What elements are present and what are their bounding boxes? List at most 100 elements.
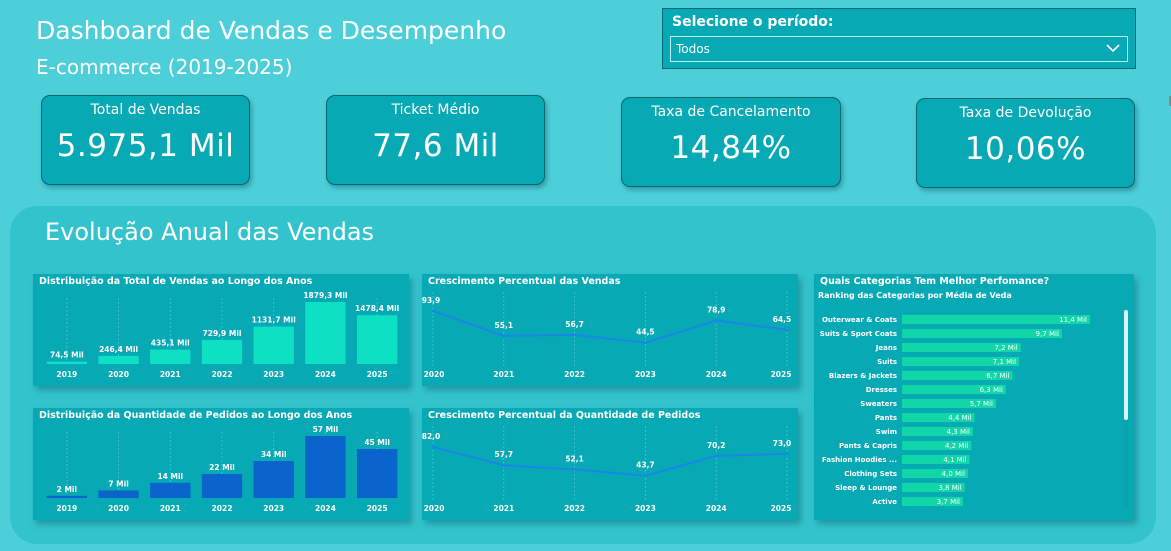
data-label: 2 Mil <box>57 485 77 494</box>
kpi-label: Total de Vendas <box>90 102 201 118</box>
bar <box>902 357 1020 366</box>
data-label: 4,2 Mil <box>945 442 968 450</box>
data-label: 7 Mil <box>108 479 128 488</box>
kpi-label: Ticket Médio <box>391 102 480 118</box>
category-label: Jeans <box>875 344 897 352</box>
category-label: Sweaters <box>860 400 897 408</box>
sales-bar-chart-panel: Distribuição da Total de Vendas ao Longo… <box>33 274 409 386</box>
data-label: 73,0 <box>773 439 792 448</box>
bar <box>902 455 970 464</box>
x-tick-label: 2023 <box>635 370 656 379</box>
sales-growth-line-chart: 93,9 2020 55,1 2021 56,7 2022 44,5 2023 78,9 2024… <box>422 292 791 379</box>
data-label: 6,3 Mil <box>980 386 1003 394</box>
chart-title: Quais Categorias Tem Melhor Perfomance? <box>820 276 1050 287</box>
bar <box>98 490 139 498</box>
x-tick-label: 2023 <box>263 370 284 379</box>
x-tick-label: 2020 <box>424 504 445 513</box>
annual-evolution-section: Evolução Anual das Vendas Distribuição d… <box>9 205 1157 545</box>
bar <box>253 461 294 498</box>
data-label: 4,0 Mil <box>942 470 965 478</box>
data-point <box>573 467 577 471</box>
data-label: 1131,7 Mil <box>252 316 296 325</box>
data-label: 3,7 Mil <box>937 498 960 506</box>
x-tick-label: 2024 <box>315 504 336 513</box>
period-dropdown[interactable]: Todos <box>670 36 1128 62</box>
kpi-ticket-medio: Ticket Médio 77,6 Mil <box>326 95 545 185</box>
data-point <box>714 319 718 323</box>
category-label: Pants <box>875 414 897 422</box>
bar <box>98 355 139 364</box>
x-tick-label: 2020 <box>424 370 445 379</box>
x-tick-label: 2024 <box>706 370 727 379</box>
bar <box>305 436 346 498</box>
data-label: 7,2 Mil <box>994 344 1017 352</box>
x-tick-label: 2022 <box>212 504 233 513</box>
data-label: 246,4 Mil <box>99 345 138 354</box>
bar <box>902 497 964 506</box>
chart-title: Crescimento Percentual da Quantidade de … <box>428 410 701 421</box>
x-tick-label: 2020 <box>108 504 129 513</box>
data-label: 22 Mil <box>209 463 235 472</box>
chevron-down-icon <box>1106 44 1120 53</box>
category-label: Swim <box>876 428 897 436</box>
data-point <box>502 334 506 338</box>
category-ranking-chart: Outerwear & Coats 11,4 Mil Suits & Sport C… <box>820 315 1090 506</box>
chart-title: Distribuição da Total de Vendas ao Longo… <box>39 276 313 287</box>
data-label: 729,9 Mil <box>203 329 242 338</box>
data-label: 56,7 <box>565 320 584 329</box>
data-label: 57 Mil <box>313 425 339 434</box>
ranking-scrollbar[interactable] <box>1124 310 1128 510</box>
orders-bar-chart: 2 Mil 2019 7 Mil 2020 14 Mil 2021 22 Mil 2022 34… <box>46 425 398 513</box>
category-ranking-panel: Quais Categorias Tem Melhor Perfomance? … <box>814 274 1134 520</box>
data-point <box>785 452 789 456</box>
data-label: 70,2 <box>707 441 726 450</box>
data-point <box>714 454 718 458</box>
category-label: Pants & Capris <box>839 442 897 450</box>
data-label: 57,7 <box>495 450 514 459</box>
bar <box>46 495 88 498</box>
data-label: 5,7 Mil <box>970 400 993 408</box>
data-label: 6,7 Mil <box>986 372 1009 380</box>
orders-bar-chart-panel: Distribuição da Quantidade de Pedidos ao… <box>33 408 409 520</box>
data-label: 14 Mil <box>157 472 183 481</box>
bar <box>902 385 1006 394</box>
bar <box>356 449 398 498</box>
category-label: Clothing Sets <box>844 470 897 478</box>
bar <box>150 482 191 498</box>
x-tick-label: 2021 <box>160 370 181 379</box>
data-label: 4,4 Mil <box>948 414 971 422</box>
x-tick-label: 2024 <box>315 370 336 379</box>
kpi-taxa-devolucao: Taxa de Devolução 10,06% <box>916 98 1135 188</box>
series-line <box>432 446 788 477</box>
data-label: 82,0 <box>422 432 440 441</box>
data-label: 74,5 Mil <box>50 351 84 360</box>
data-label: 9,7 Mil <box>1036 330 1059 338</box>
category-label: Outerwear & Coats <box>822 316 897 324</box>
window-edge-mark <box>1169 96 1171 106</box>
data-label: 4,1 Mil <box>943 456 966 464</box>
bar <box>356 315 398 364</box>
data-point <box>643 474 647 478</box>
data-label: 34 Mil <box>261 450 287 459</box>
category-label: Blazers & Jackets <box>829 372 897 380</box>
bar <box>902 329 1062 338</box>
data-label: 1478,4 Mil <box>355 304 399 313</box>
data-label: 7,1 Mil <box>993 358 1016 366</box>
x-tick-label: 2025 <box>367 370 388 379</box>
x-tick-label: 2019 <box>56 504 77 513</box>
section-title: Evolução Anual das Vendas <box>45 218 375 246</box>
x-tick-label: 2021 <box>160 504 181 513</box>
data-label: 11,4 Mil <box>1059 316 1087 324</box>
period-filter: Selecione o período: Todos <box>662 8 1136 69</box>
x-tick-label: 2023 <box>263 504 284 513</box>
orders-growth-line-chart: 82,0 2020 57,7 2021 52,1 2022 43,7 2023 70,2 2024… <box>422 426 792 513</box>
data-label: 1879,3 Mil <box>303 291 347 300</box>
bar <box>201 339 243 364</box>
x-tick-label: 2024 <box>706 504 727 513</box>
category-label: Dresses <box>866 386 897 394</box>
data-point <box>502 463 506 467</box>
bar <box>902 469 968 478</box>
bar <box>902 343 1021 352</box>
scrollbar-thumb[interactable] <box>1124 310 1128 420</box>
x-tick-label: 2025 <box>367 504 388 513</box>
